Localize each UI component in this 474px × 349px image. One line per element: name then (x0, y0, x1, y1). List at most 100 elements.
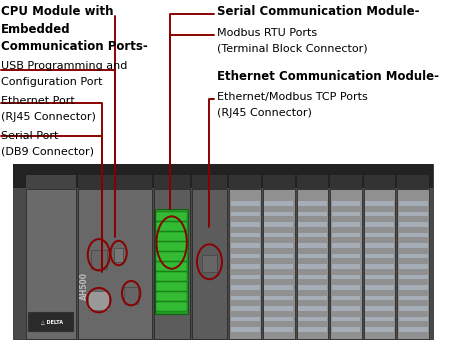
Bar (231, 285, 260, 290)
Bar (263, 174, 294, 189)
Bar (191, 174, 228, 189)
Bar (365, 327, 394, 332)
Bar (331, 222, 360, 227)
Bar (399, 212, 428, 216)
Bar (156, 212, 187, 221)
Text: AH500: AH500 (81, 272, 90, 300)
Bar (264, 212, 293, 216)
Bar (399, 327, 428, 332)
Bar (298, 243, 327, 248)
Bar (264, 327, 293, 332)
Bar (399, 275, 428, 279)
Text: USB Programming and: USB Programming and (1, 61, 128, 71)
Text: Serial Communication Module-: Serial Communication Module- (217, 5, 419, 18)
Bar (231, 243, 260, 248)
Bar (331, 285, 360, 290)
Bar (264, 201, 293, 206)
Bar (331, 317, 360, 321)
Bar (399, 285, 428, 290)
Bar (331, 233, 360, 237)
Bar (156, 252, 187, 261)
Bar (397, 174, 429, 189)
Bar (156, 302, 187, 311)
Bar (231, 327, 260, 332)
Bar (365, 254, 394, 258)
Bar (298, 212, 327, 216)
Bar (298, 306, 327, 311)
Bar (114, 248, 123, 262)
Bar (331, 296, 360, 300)
Bar (26, 189, 76, 339)
Bar (13, 164, 433, 339)
Bar (298, 201, 327, 206)
Bar (91, 250, 107, 269)
Bar (298, 285, 327, 290)
Bar (264, 254, 293, 258)
Bar (156, 242, 187, 251)
Bar (330, 174, 362, 189)
Bar (365, 275, 394, 279)
Bar (156, 222, 187, 231)
Bar (264, 243, 293, 248)
Bar (264, 317, 293, 321)
Text: (DB9 Connector): (DB9 Connector) (1, 147, 94, 157)
Bar (399, 222, 428, 227)
Bar (298, 233, 327, 237)
Text: (Terminal Block Connector): (Terminal Block Connector) (217, 44, 367, 54)
Bar (231, 264, 260, 269)
Bar (231, 212, 260, 216)
Bar (298, 264, 327, 269)
Bar (229, 174, 261, 189)
Bar (78, 174, 152, 189)
Bar (365, 212, 394, 216)
Bar (365, 264, 394, 269)
Bar (156, 292, 187, 300)
Text: Embedded: Embedded (1, 23, 71, 36)
Text: Modbus RTU Ports: Modbus RTU Ports (217, 28, 317, 38)
Bar (13, 164, 433, 188)
Bar (331, 275, 360, 279)
Bar (264, 296, 293, 300)
Text: Ethernet Port: Ethernet Port (1, 96, 75, 106)
Bar (399, 306, 428, 311)
Bar (331, 243, 360, 248)
Text: Ethernet/Modbus TCP Ports: Ethernet/Modbus TCP Ports (217, 92, 367, 103)
Bar (231, 222, 260, 227)
Bar (399, 296, 428, 300)
Bar (26, 174, 76, 189)
Bar (88, 291, 109, 310)
Bar (399, 254, 428, 258)
Bar (330, 189, 362, 339)
Bar (364, 174, 395, 189)
Bar (78, 189, 152, 339)
Bar (156, 282, 187, 291)
Bar (201, 255, 218, 272)
Bar (365, 317, 394, 321)
Text: Serial Port: Serial Port (1, 131, 59, 141)
Text: Configuration Port: Configuration Port (1, 77, 103, 87)
Bar (297, 174, 328, 189)
Bar (155, 209, 188, 314)
Bar (231, 275, 260, 279)
Bar (331, 254, 360, 258)
Bar (298, 296, 327, 300)
Bar (331, 212, 360, 216)
Bar (264, 264, 293, 269)
Bar (365, 306, 394, 311)
Bar (399, 243, 428, 248)
Bar (298, 317, 327, 321)
Bar (331, 264, 360, 269)
Bar (298, 327, 327, 332)
Bar (231, 254, 260, 258)
Bar (298, 275, 327, 279)
Bar (331, 201, 360, 206)
Bar (365, 222, 394, 227)
Bar (154, 174, 190, 189)
Bar (399, 233, 428, 237)
Bar (264, 222, 293, 227)
Bar (156, 232, 187, 241)
Bar (399, 317, 428, 321)
Bar (156, 272, 187, 281)
Bar (298, 222, 327, 227)
Bar (364, 189, 395, 339)
